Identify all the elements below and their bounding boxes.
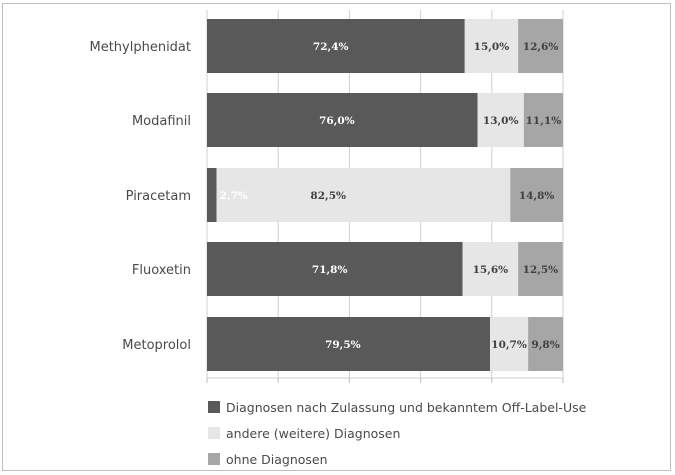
- bar-metoprolol-series-2: [528, 317, 563, 371]
- legend-swatch-1: [208, 427, 220, 439]
- value-label-fluoxetin-series-0: 71,8%: [312, 264, 348, 276]
- bar-fluoxetin-series-1: [462, 242, 519, 296]
- value-label-methylphenidat-series-0: 72,4%: [313, 41, 349, 53]
- category-label-metoprolol: Metoprolol: [122, 338, 191, 353]
- category-label-methylphenidat: Methylphenidat: [89, 40, 191, 55]
- bar-piracetam-series-0: [207, 168, 217, 222]
- value-label-piracetam-series-1: 82,5%: [310, 190, 346, 202]
- bar-modafinil-series-2: [523, 93, 563, 147]
- value-label-metoprolol-series-2: 9,8%: [531, 339, 559, 351]
- bar-metoprolol-series-1: [490, 317, 529, 371]
- bar-piracetam-series-2: [510, 168, 563, 222]
- category-label-modafinil: Modafinil: [132, 114, 191, 129]
- legend-label-0: Diagnosen nach Zulassung und bekanntem O…: [226, 400, 587, 415]
- value-label-modafinil-series-2: 11,1%: [526, 115, 562, 127]
- bar-modafinil-series-1: [477, 93, 524, 147]
- legend-label-2: ohne Diagnosen: [226, 452, 328, 467]
- value-label-modafinil-series-1: 13,0%: [483, 115, 519, 127]
- legend-label-1: andere (weitere) Diagnosen: [226, 426, 400, 441]
- bar-metoprolol-series-0: [207, 317, 491, 371]
- category-label-fluoxetin: Fluoxetin: [132, 263, 191, 278]
- legend: Diagnosen nach Zulassung und bekanntem O…: [208, 400, 587, 467]
- bar-fluoxetin-series-0: [207, 242, 463, 296]
- legend-swatch-0: [208, 401, 220, 413]
- value-label-metoprolol-series-0: 79,5%: [325, 339, 361, 351]
- bar-fluoxetin-series-2: [518, 242, 563, 296]
- value-label-methylphenidat-series-1: 15,0%: [474, 41, 510, 53]
- value-label-fluoxetin-series-2: 12,5%: [523, 264, 559, 276]
- bar-methylphenidat-series-2: [518, 19, 563, 73]
- value-label-piracetam-series-2: 14,8%: [519, 190, 555, 202]
- bar-methylphenidat-series-0: [207, 19, 465, 73]
- value-label-methylphenidat-series-2: 12,6%: [523, 41, 559, 53]
- bar-modafinil-series-0: [207, 93, 478, 147]
- chart-frame: [2, 3, 671, 471]
- bar-piracetam-series-1: [216, 168, 511, 222]
- value-label-modafinil-series-0: 76,0%: [319, 115, 355, 127]
- bars: 72,4% 15,0% 12,6% 76,0% 13,0% 11,1% 2,7% 82,5% 1…: [207, 19, 563, 371]
- category-label-piracetam: Piracetam: [126, 189, 191, 204]
- value-label-fluoxetin-series-1: 15,6%: [473, 264, 509, 276]
- category-labels: Methylphenidat Modafinil Piracetam Fluoxeti…: [89, 40, 191, 353]
- value-label-metoprolol-series-1: 10,7%: [491, 339, 527, 351]
- value-label-piracetam-series-0: 2,7%: [220, 190, 248, 202]
- legend-swatch-2: [208, 453, 220, 465]
- bar-methylphenidat-series-1: [464, 19, 519, 73]
